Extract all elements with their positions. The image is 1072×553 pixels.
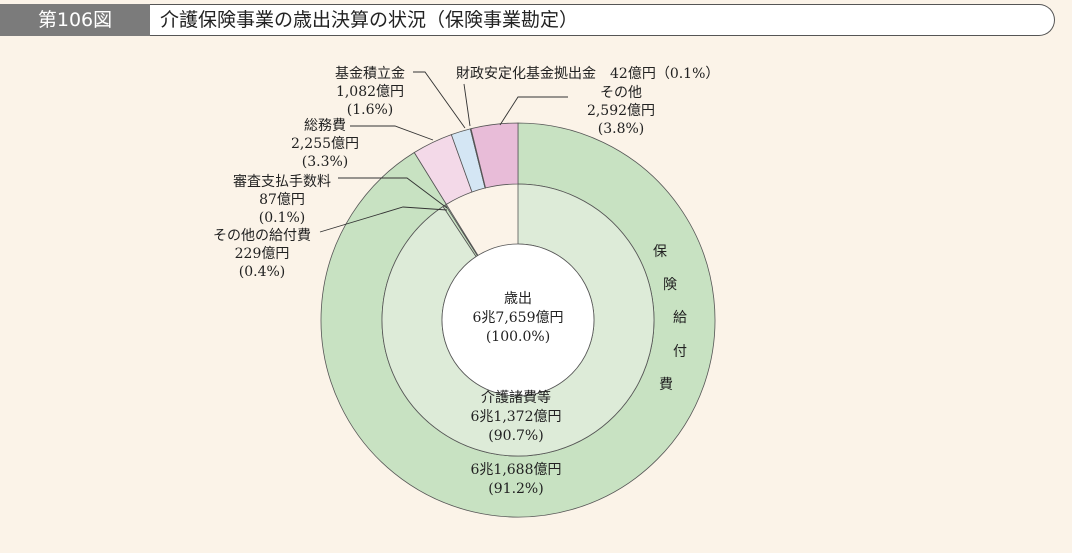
other-benefit-value: 229億円: [235, 246, 290, 262]
general-affairs-label: 総務費: [304, 118, 346, 134]
total-value: 6兆7,659億円: [473, 310, 564, 326]
other-benefit-pct: (0.4%): [239, 264, 286, 280]
leader-line: [338, 177, 448, 209]
fiscal-stabilization-label: 財政安定化基金拠出金 42億円（0.1%）: [456, 65, 719, 82]
care-label: 介護諸費等: [481, 389, 551, 406]
fund-reserve-value: 1,082億円: [336, 84, 404, 100]
care-pct: (90.7%): [488, 428, 543, 444]
figure-title-box: 介護保険事業の歳出決算の状況（保険事業勘定）: [150, 4, 1055, 36]
review-fee-pct: (0.1%): [259, 210, 306, 226]
benefit-vertical-char: 保: [653, 244, 667, 260]
center-circle: [441, 243, 595, 397]
inner-ring: [381, 183, 655, 457]
benefit-value: 6兆1,688億円: [471, 462, 562, 478]
benefit-vertical-char: 付: [673, 344, 687, 360]
other-value: 2,592億円: [587, 103, 655, 119]
benefit-vertical-char: 険: [663, 277, 677, 293]
leader-line: [413, 71, 466, 129]
leader-line: [463, 83, 471, 127]
leader-line: [319, 206, 448, 233]
care-value: 6兆1,372億円: [471, 409, 562, 425]
other-label: その他: [600, 85, 642, 101]
benefit-vertical-char: 給: [673, 310, 687, 326]
figure-title: 介護保険事業の歳出決算の状況（保険事業勘定）: [160, 9, 579, 31]
other-benefit-label: その他の給付費: [213, 228, 311, 244]
leader-line: [499, 96, 568, 126]
benefit-pct: (91.2%): [488, 481, 543, 497]
other-pct: (3.8%): [598, 121, 645, 137]
slice-other: [470, 122, 519, 189]
total-pct: (100.0%): [486, 329, 550, 345]
fund-reserve-label: 基金積立金: [335, 65, 405, 82]
leader-line: [350, 125, 434, 141]
total-label: 歳出: [504, 291, 532, 307]
review-fee-value: 87億円: [259, 192, 305, 208]
figure-number: 第106図: [0, 4, 150, 36]
general-affairs-pct: (3.3%): [302, 154, 349, 170]
benefit-vertical-char: 費: [659, 377, 673, 393]
general-affairs-value: 2,255億円: [291, 136, 359, 152]
leader-lines: [319, 71, 568, 233]
figure-header: 第106図 介護保険事業の歳出決算の状況（保険事業勘定）: [0, 0, 1066, 38]
review-fee-label: 審査支払手数料: [233, 174, 331, 190]
fund-reserve-pct: (1.6%): [347, 102, 394, 118]
